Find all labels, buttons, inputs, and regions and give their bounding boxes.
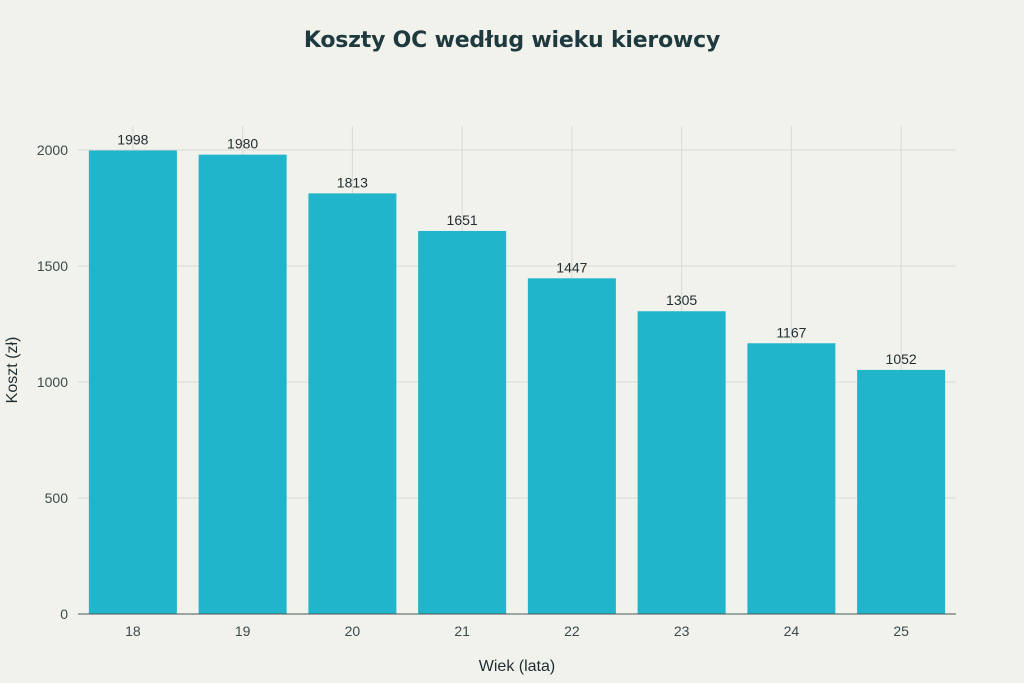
y-tick-label: 500 — [45, 490, 69, 506]
data-label: 1052 — [886, 351, 917, 367]
data-labels-layer: 1998 1980 1813 1651 1447 1305 1167 1052 — [117, 131, 917, 366]
y-tick-label: 1000 — [37, 374, 68, 390]
bar — [308, 193, 397, 614]
data-label: 1651 — [447, 212, 478, 228]
bar — [198, 154, 287, 614]
bar — [527, 278, 616, 614]
y-tick-label: 1500 — [37, 258, 68, 274]
y-tick-label: 2000 — [37, 142, 68, 158]
x-tick-label: 20 — [345, 623, 361, 639]
x-tick-label: 19 — [235, 623, 251, 639]
bar — [88, 150, 177, 615]
data-label: 1167 — [776, 324, 806, 340]
data-label: 1980 — [227, 136, 258, 152]
bar — [857, 369, 946, 614]
data-label: 1813 — [337, 174, 368, 190]
bars-layer — [88, 150, 946, 615]
x-tick-label: 18 — [125, 623, 141, 639]
x-axis-title: Wiek (lata) — [479, 658, 555, 675]
axis-layer: 0 500 1000 1500 2000 18 19 20 21 22 23 24 25 — [37, 142, 956, 639]
x-tick-label: 22 — [564, 623, 580, 639]
bar — [418, 230, 507, 614]
y-tick-label: 0 — [60, 606, 68, 622]
bar — [747, 343, 836, 614]
x-tick-label: 23 — [674, 623, 690, 639]
chart-title: Koszty OC według wieku kierowcy — [303, 28, 721, 53]
y-axis-title: Koszt (zł) — [4, 337, 21, 404]
x-tick-label: 21 — [454, 623, 470, 639]
data-label: 1447 — [556, 259, 587, 275]
data-label: 1305 — [666, 292, 697, 308]
x-tick-label: 25 — [893, 623, 909, 639]
bar — [637, 311, 726, 614]
data-label: 1998 — [117, 131, 148, 147]
x-tick-label: 24 — [784, 623, 800, 639]
